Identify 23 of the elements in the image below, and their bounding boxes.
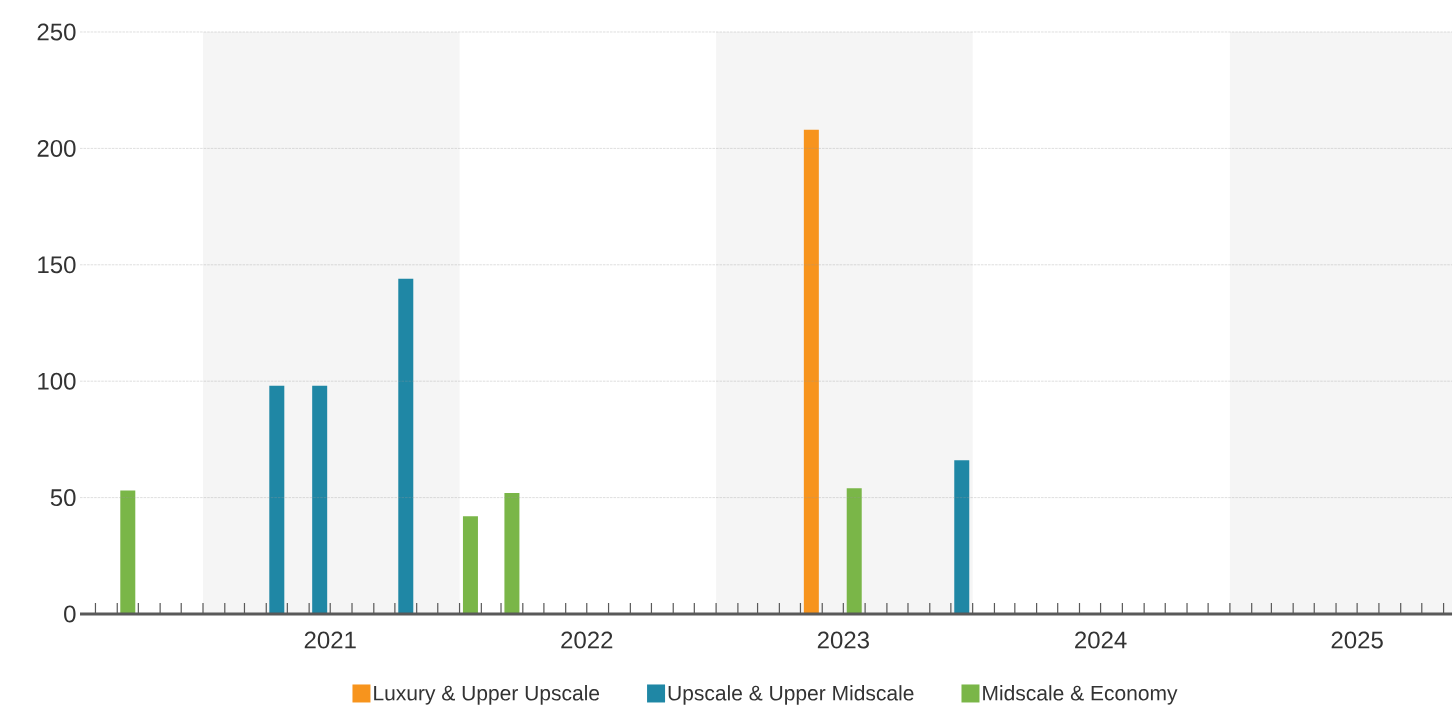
- bar: [120, 490, 136, 614]
- legend-label: Luxury & Upper Upscale: [374, 685, 600, 705]
- x-tick-label: 2024: [1075, 631, 1127, 649]
- bar: [462, 516, 478, 614]
- bar: [269, 385, 285, 614]
- bar: [846, 488, 862, 614]
- y-tick-label: 0: [64, 605, 76, 623]
- legend-label: Upscale & Upper Midscale: [668, 685, 914, 705]
- bar: [803, 129, 819, 614]
- y-tick-label: 150: [38, 256, 76, 274]
- y-tick-label: 50: [50, 489, 76, 507]
- bar: [312, 385, 328, 614]
- bar: [398, 278, 414, 614]
- x-tick-label: 2025: [1331, 631, 1383, 649]
- y-tick-label: 100: [38, 372, 76, 390]
- y-tick-label: 200: [37, 139, 76, 157]
- bar: [954, 460, 970, 614]
- x-tick-label: 2022: [561, 631, 613, 649]
- y-tick-label: 250: [37, 23, 76, 41]
- bar: [504, 492, 520, 614]
- x-tick-label: 2021: [304, 631, 356, 649]
- x-tick-label: 2023: [817, 631, 869, 649]
- legend-label: Midscale & Economy: [983, 685, 1178, 705]
